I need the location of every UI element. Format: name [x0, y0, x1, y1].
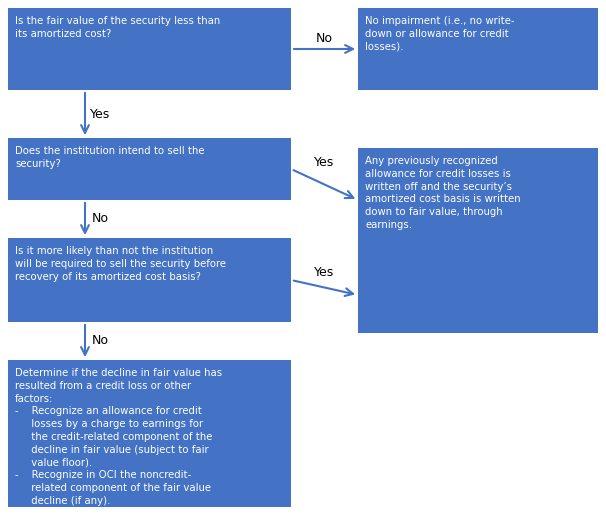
- Text: Yes: Yes: [314, 266, 334, 279]
- FancyBboxPatch shape: [8, 8, 291, 90]
- Text: Is it more likely than not the institution
will be required to sell the security: Is it more likely than not the instituti…: [15, 246, 226, 282]
- Text: Determine if the decline in fair value has
resulted from a credit loss or other
: Determine if the decline in fair value h…: [15, 368, 222, 506]
- Text: No: No: [92, 213, 108, 226]
- Text: Is the fair value of the security less than
its amortized cost?: Is the fair value of the security less t…: [15, 16, 220, 39]
- Text: No: No: [92, 335, 108, 348]
- FancyBboxPatch shape: [8, 138, 291, 200]
- FancyBboxPatch shape: [358, 8, 598, 90]
- Text: Does the institution intend to sell the
security?: Does the institution intend to sell the …: [15, 146, 204, 169]
- Text: No: No: [316, 31, 333, 44]
- Text: Yes: Yes: [90, 108, 110, 121]
- FancyBboxPatch shape: [358, 148, 598, 333]
- Text: Yes: Yes: [314, 156, 334, 168]
- Text: Any previously recognized
allowance for credit losses is
written off and the sec: Any previously recognized allowance for …: [365, 156, 521, 230]
- Text: No impairment (i.e., no write-
down or allowance for credit
losses).: No impairment (i.e., no write- down or a…: [365, 16, 514, 52]
- FancyBboxPatch shape: [8, 238, 291, 322]
- FancyBboxPatch shape: [8, 360, 291, 507]
